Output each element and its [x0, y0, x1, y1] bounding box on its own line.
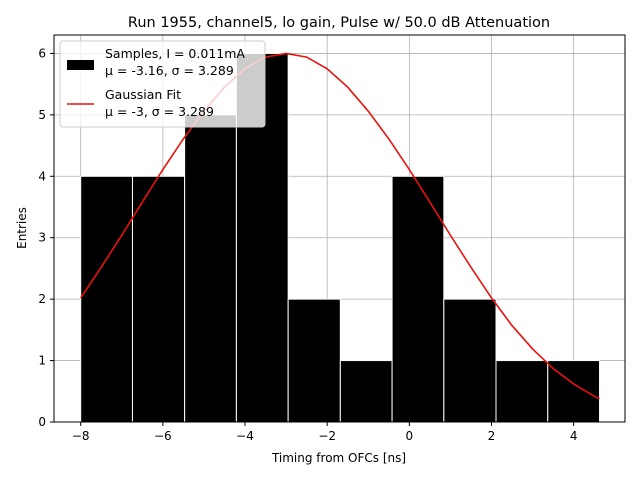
histogram-bars: [80, 52, 601, 423]
y-tick-label: 6: [38, 46, 46, 60]
histogram-bar: [391, 175, 445, 423]
legend-stats-samples: μ = -3.16, σ = 3.289: [105, 63, 234, 78]
histogram-bar: [184, 114, 237, 423]
y-tick-label: 3: [38, 231, 46, 245]
fit-line: [80, 52, 600, 400]
plot-frame: [53, 34, 626, 423]
legend: Samples, I = 0.011mA μ = -3.16, σ = 3.289…: [59, 40, 266, 128]
legend-swatch-samples: [67, 60, 94, 70]
y-tick-label: 5: [38, 108, 46, 122]
y-axis-ticks: 0 1 2 3 4 5 6: [38, 46, 54, 429]
legend-label-samples: Samples, I = 0.011mA: [105, 46, 245, 61]
x-axis-ticks: −8 −6 −4 −2 0 2 4: [72, 422, 578, 443]
legend-label-fit: Gaussian Fit: [105, 87, 181, 102]
y-tick-label: 2: [38, 292, 46, 306]
x-tick-label: 0: [406, 429, 414, 443]
y-tick-label: 1: [38, 354, 46, 368]
histogram-bar: [287, 298, 341, 423]
histogram-bar: [443, 298, 497, 423]
y-tick-label: 4: [38, 169, 46, 183]
x-tick-label: 2: [488, 429, 496, 443]
y-axis-label: Entries: [15, 207, 29, 249]
gaussian-fit: [80, 52, 600, 400]
x-tick-label: −4: [236, 429, 254, 443]
legend-box: [59, 40, 266, 128]
x-tick-label: −8: [72, 429, 90, 443]
x-tick-label: −2: [318, 429, 336, 443]
histogram-bar: [495, 360, 549, 423]
chart-title: Run 1955, channel5, lo gain, Pulse w/ 50…: [128, 15, 550, 31]
x-axis-label: Timing from OFCs [ns]: [271, 451, 406, 465]
legend-stats-fit: μ = -3, σ = 3.289: [105, 104, 214, 119]
x-tick-label: 4: [570, 429, 578, 443]
y-tick-label: 0: [38, 415, 46, 429]
histogram-bar: [131, 175, 186, 423]
x-tick-label: −6: [154, 429, 172, 443]
histogram-bar: [339, 360, 393, 423]
histogram-bar: [80, 175, 133, 423]
